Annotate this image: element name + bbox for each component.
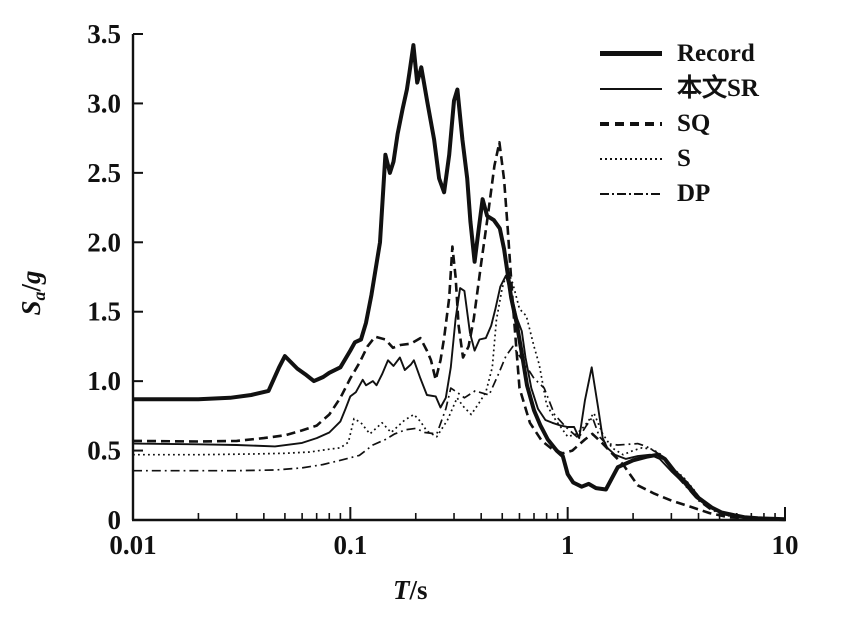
series-line-0-record (133, 43, 786, 522)
legend-label-sr: 本文SR (677, 75, 759, 102)
legend-label-s: S (677, 145, 691, 172)
legend-item-dp: DP (600, 176, 759, 211)
y-tick-label: 0.5 (87, 436, 121, 466)
legend: Record 本文SR SQ S DP (600, 36, 759, 211)
legend-label-record: Record (677, 40, 755, 67)
y-tick-label: 1.5 (87, 297, 121, 327)
series-line-2-sq (132, 141, 786, 521)
x-tick-label: 1 (561, 530, 575, 560)
y-axis-subscript: a (28, 291, 49, 301)
legend-item-s: S (600, 141, 759, 176)
series-line-1-sr (132, 274, 786, 521)
legend-item-sq: SQ (600, 106, 759, 141)
y-tick-label: 2.5 (87, 158, 121, 188)
dp-line-sample (600, 192, 662, 195)
legend-label-dp: DP (677, 180, 711, 207)
legend-item-sr: 本文SR (600, 71, 759, 106)
y-tick-label: 1.0 (87, 366, 121, 396)
x-axis-divider: / (409, 575, 418, 605)
y-axis-symbol: S (16, 300, 47, 316)
y-axis-label: Sa/g (16, 233, 50, 353)
x-tick-label: 0.1 (333, 530, 367, 560)
x-tick-label: 10 (772, 530, 799, 560)
s-line-sample (600, 157, 662, 160)
y-tick-label: 2.0 (87, 227, 121, 257)
x-axis-unit: s (417, 575, 428, 605)
x-axis-symbol: T (393, 575, 410, 605)
x-axis-label: T/s (393, 575, 428, 606)
legend-item-record: Record (600, 36, 759, 71)
series-line-4-dp (133, 345, 786, 521)
legend-label-sq: SQ (677, 110, 711, 137)
sq-line-sample (600, 121, 662, 126)
y-tick-label: 0 (108, 505, 122, 535)
y-tick-label: 3.5 (87, 19, 121, 49)
record-line-sample (600, 51, 662, 56)
x-tick-label: 0.01 (109, 530, 156, 560)
sr-line-sample (600, 87, 662, 90)
y-axis-divider: / (16, 284, 47, 292)
y-axis-unit: g (16, 270, 47, 285)
y-tick-label: 3.0 (87, 88, 121, 118)
